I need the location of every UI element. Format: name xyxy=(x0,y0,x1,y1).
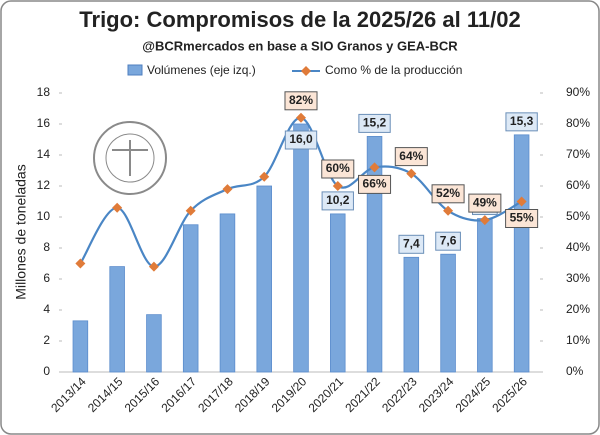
line-marker xyxy=(112,202,123,213)
data-label-box xyxy=(394,147,428,167)
legend-label: Como % de la producción xyxy=(325,63,462,77)
data-label-box xyxy=(284,91,318,111)
data-label-box xyxy=(358,113,391,133)
y-tick-label: 0 xyxy=(43,364,50,378)
line-marker xyxy=(443,205,454,216)
y2-tick-label: 40% xyxy=(566,240,590,254)
y2-tick-label: 90% xyxy=(566,85,590,99)
data-label: 10,2 xyxy=(326,193,350,207)
data-label: 52% xyxy=(436,186,460,200)
data-label-box xyxy=(505,209,539,228)
bar xyxy=(513,134,530,373)
line-marker xyxy=(222,184,233,195)
data-label: 15,2 xyxy=(363,116,387,130)
legend-swatch xyxy=(127,64,143,76)
data-label: 49% xyxy=(473,195,497,209)
y-tick-label: 14 xyxy=(37,147,51,161)
bar xyxy=(256,185,272,373)
line-marker xyxy=(75,258,86,269)
bar xyxy=(182,224,199,373)
y-tick-label: 18 xyxy=(37,85,51,99)
data-label: 55% xyxy=(510,211,534,225)
bar xyxy=(219,213,236,373)
bar xyxy=(403,256,420,373)
data-label: 64% xyxy=(399,149,423,163)
y-tick-label: 4 xyxy=(43,302,50,316)
y2-tick-label: 50% xyxy=(566,209,590,223)
data-label: 82% xyxy=(289,93,313,107)
data-label: 7,4 xyxy=(403,236,420,250)
data-label: 15,3 xyxy=(510,114,534,128)
line-marker xyxy=(516,196,527,207)
y2-tick-label: 30% xyxy=(566,271,590,285)
y2-tick-label: 0% xyxy=(566,364,584,378)
logo xyxy=(93,121,167,195)
data-label-box xyxy=(398,234,425,254)
bar xyxy=(72,320,89,373)
data-label: 60% xyxy=(326,161,350,175)
line-marker xyxy=(148,261,159,272)
line-marker xyxy=(185,205,196,216)
bar xyxy=(293,123,309,373)
data-label-box xyxy=(435,231,461,251)
y-tick-label: 12 xyxy=(37,178,51,192)
bar xyxy=(146,314,162,373)
data-label: 66% xyxy=(363,177,387,191)
data-label: 7,6 xyxy=(440,233,457,247)
y-tick-label: 6 xyxy=(43,271,50,285)
y2-tick-label: 20% xyxy=(566,302,590,316)
y-tick-label: 16 xyxy=(37,116,51,130)
data-label: 16,0 xyxy=(289,132,313,146)
line-marker xyxy=(406,168,417,179)
y-tick-label: 10 xyxy=(37,209,51,223)
y2-tick-label: 80% xyxy=(566,116,590,130)
bar xyxy=(477,218,493,373)
line-marker xyxy=(259,171,270,182)
line-marker xyxy=(296,112,306,123)
chart-subtitle: @BCRmercados en base a SIO Granos y GEA-… xyxy=(142,38,458,53)
data-label-box xyxy=(321,159,355,179)
line-marker xyxy=(332,181,343,191)
legend-marker xyxy=(301,66,311,76)
y-tick-label: 2 xyxy=(43,333,50,347)
legend-label: Volúmenes (eje izq.) xyxy=(147,63,256,77)
data-label-box xyxy=(505,112,538,132)
data-label-box xyxy=(431,184,465,204)
data-label-box xyxy=(321,191,354,211)
y-axis-label: Millones de toneladas xyxy=(13,164,29,299)
bar xyxy=(330,213,346,373)
y2-tick-label: 10% xyxy=(566,333,590,347)
data-label-box xyxy=(284,130,318,150)
line-marker xyxy=(479,215,490,226)
data-label-box xyxy=(468,193,502,213)
bar xyxy=(109,266,125,373)
data-label-box xyxy=(358,174,392,194)
bar xyxy=(440,253,456,373)
y2-tick-label: 60% xyxy=(566,178,590,192)
bar xyxy=(366,135,383,373)
y-tick-label: 8 xyxy=(43,240,50,254)
y2-tick-label: 70% xyxy=(566,147,590,161)
chart-title: Trigo: Compromisos de la 2025/26 al 11/0… xyxy=(79,7,520,32)
line-marker xyxy=(369,162,380,173)
